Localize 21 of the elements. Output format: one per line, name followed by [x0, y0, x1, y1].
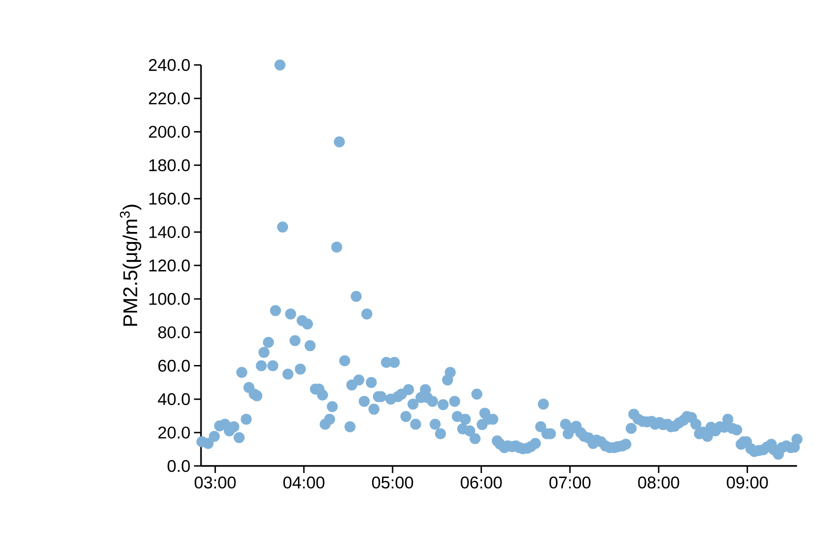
y-tick-label: 60.0	[158, 360, 190, 372]
y-tick-label: 160.0	[149, 192, 190, 205]
x-tick-label: 06:00	[460, 476, 502, 489]
x-tick-label: 05:00	[372, 476, 414, 489]
y-tick-label: 40.0	[158, 393, 190, 406]
y-tick-label: 100.0	[149, 292, 190, 305]
y-tick-label: 120.0	[149, 259, 190, 272]
y-tick-label: 180.0	[149, 159, 190, 172]
y-tick-label: 140.0	[149, 226, 190, 238]
y-tick-label: 0.0	[168, 460, 190, 472]
y-tick-label: 20.0	[158, 426, 190, 439]
x-tick-label: 04:00	[283, 476, 324, 489]
y-tick-label: 80.0	[158, 326, 190, 338]
x-tick-label: 09:00	[726, 476, 768, 489]
y-axis-title: PM2.5(μg/m$^{3}$)	[120, 204, 142, 326]
x-tick-label: 03:00	[194, 476, 236, 489]
x-tick-label: 08:00	[638, 476, 680, 489]
x-tick-label: 07:00	[549, 476, 590, 489]
y-tick-label: 200.0	[148, 126, 190, 138]
y-tick-label: 220.0	[148, 92, 190, 104]
y-tick-label: 240.0	[148, 58, 190, 71]
